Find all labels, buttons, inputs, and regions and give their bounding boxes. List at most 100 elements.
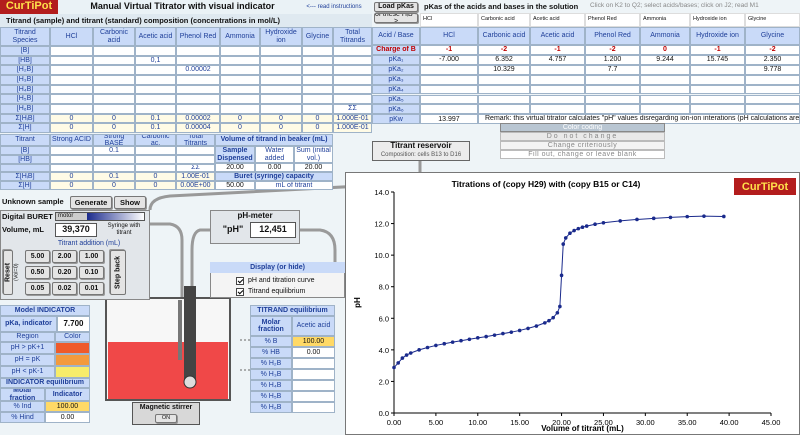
- load-pkas-button[interactable]: Load pKas: [374, 2, 418, 12]
- cell: [135, 65, 176, 75]
- data-point: [501, 331, 505, 336]
- row-label: [B]: [0, 46, 50, 56]
- data-point: [722, 214, 726, 219]
- row-label: pKa₁: [372, 54, 420, 65]
- cell: [585, 94, 640, 105]
- check-mark: [237, 278, 243, 284]
- cell: [176, 74, 220, 85]
- cell: [333, 55, 372, 66]
- check-mark: [237, 289, 243, 295]
- row-label: pKa₃: [372, 74, 420, 85]
- cell: 0: [220, 113, 260, 124]
- cell: 15.745: [690, 54, 745, 65]
- region-label: pH = pK: [0, 354, 55, 366]
- cell: [93, 94, 135, 104]
- cell: 0.00: [292, 347, 335, 358]
- data-point: [593, 222, 597, 227]
- x-tick-label: 30.00: [636, 418, 655, 427]
- chart-logo-box: [734, 178, 796, 195]
- cell: [333, 65, 372, 75]
- cell: 1.000E-01: [333, 113, 372, 124]
- step-button[interactable]: 0.01: [79, 282, 104, 295]
- column-header: Molar fraction: [0, 388, 45, 401]
- cell: [260, 84, 302, 95]
- cell: 0: [50, 172, 93, 182]
- cell: [220, 94, 260, 104]
- row-label: [0, 163, 50, 173]
- cell: [333, 94, 372, 104]
- data-point: [618, 219, 622, 223]
- volume-readout: 39,370: [55, 223, 97, 237]
- row-label: Σ[H]: [0, 123, 50, 133]
- row-label: [H₆B]: [0, 103, 50, 114]
- step-button[interactable]: 0.02: [52, 282, 77, 295]
- data-point: [601, 220, 606, 225]
- step-button[interactable]: 5.00: [25, 250, 50, 263]
- syringe-label: Syringe with titrant: [107, 223, 141, 236]
- row-label: pKa₂: [372, 64, 420, 75]
- x-tick-label: 45.00: [762, 418, 781, 427]
- indicator-title: Model INDICATOR: [0, 305, 90, 316]
- cell: [50, 94, 93, 104]
- cell: [93, 154, 135, 164]
- cell: -2: [478, 45, 530, 55]
- data-point: [408, 351, 413, 355]
- cell: 0: [93, 123, 135, 133]
- instructions-link[interactable]: <--- read instructions: [306, 3, 362, 10]
- cell: [50, 46, 93, 56]
- y-tick-label: 0.0: [379, 409, 389, 418]
- cell: [478, 104, 530, 115]
- cell: 6.352: [478, 54, 530, 65]
- cell: 0.00002: [176, 65, 220, 75]
- reset-button[interactable]: Reset: [3, 250, 13, 295]
- data-point: [526, 326, 530, 331]
- cell: Hydroxide ion: [690, 27, 745, 45]
- cell: [260, 46, 302, 56]
- step-button[interactable]: 2.00: [52, 250, 77, 263]
- cell: [135, 103, 176, 114]
- step-button[interactable]: 1.00: [79, 250, 104, 263]
- cell: [478, 94, 530, 105]
- step-button[interactable]: 0.05: [25, 282, 50, 295]
- cell: ΣΣ: [333, 103, 372, 114]
- button[interactable]: Generate: [70, 196, 112, 209]
- cell: Acetic acid: [530, 27, 585, 45]
- acid-name: Acetic acid: [530, 13, 585, 27]
- buret-capacity-label: Buret (syringe) capacity: [215, 172, 333, 181]
- stirrer-label: Magnetic stirrer: [139, 404, 193, 412]
- column-header: Carbonic acid: [93, 27, 135, 46]
- x-tick-label: 10.00: [468, 418, 487, 427]
- cell: ΣΣ: [176, 163, 215, 173]
- data-point: [492, 333, 497, 337]
- cell: [176, 94, 220, 104]
- column-header: Ammonia: [220, 27, 260, 46]
- electrode-bulb: [183, 375, 197, 389]
- cell: [585, 74, 640, 85]
- cell: [302, 103, 333, 114]
- cell: [93, 46, 135, 56]
- stirrer-switch[interactable]: ON: [155, 414, 177, 423]
- step-back-button[interactable]: Step back: [110, 250, 126, 295]
- cell: [50, 84, 93, 95]
- cell: [50, 65, 93, 75]
- data-point: [417, 348, 421, 352]
- data-point: [568, 231, 572, 236]
- cell: [530, 104, 585, 115]
- column-header: Glycine: [302, 27, 333, 46]
- step-button[interactable]: 0.20: [52, 266, 77, 279]
- button[interactable]: Show: [114, 196, 146, 209]
- cell: 0.1: [135, 113, 176, 124]
- checkbox[interactable]: [236, 288, 244, 296]
- column-header: HCl: [50, 27, 93, 46]
- row-label: [HB]: [0, 154, 50, 164]
- cell: 1.000E-01: [333, 123, 372, 133]
- cell: 0: [93, 113, 135, 124]
- load-pkas-button-line2[interactable]: of these HᵢB ->: [374, 13, 418, 23]
- indicator-pka-label: pKa, indicator: [0, 316, 57, 332]
- step-button[interactable]: 0.10: [79, 266, 104, 279]
- checkbox[interactable]: [236, 277, 244, 285]
- row-label: Σ[H]: [0, 181, 50, 190]
- cell: [292, 358, 335, 369]
- y-tick-label: 14.0: [374, 188, 389, 197]
- step-button[interactable]: 0.50: [25, 266, 50, 279]
